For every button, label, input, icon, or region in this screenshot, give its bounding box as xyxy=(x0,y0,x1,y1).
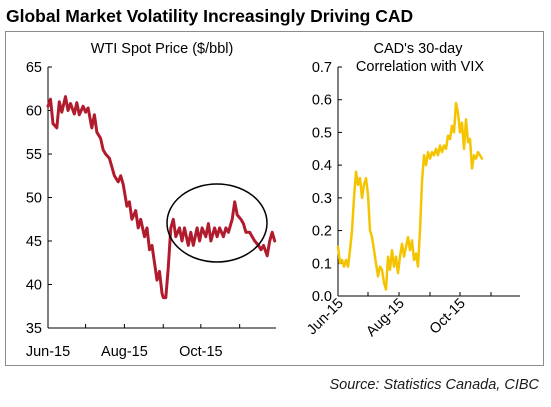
vix-x-tick-label: Oct-15 xyxy=(427,296,469,338)
wti-y-tick-label: 50 xyxy=(26,191,42,207)
vix-x-tick-label: Aug-15 xyxy=(363,296,407,340)
wti-y-tick-label: 40 xyxy=(26,278,42,294)
wti-y-tick-label: 65 xyxy=(26,60,42,76)
vix-y-tick-label: 0.6 xyxy=(312,93,332,109)
wti-y-tick-label: 55 xyxy=(26,147,42,163)
wti-x-tick-label: Aug-15 xyxy=(101,344,148,360)
vix-y-tick-label: 0.1 xyxy=(312,256,332,272)
wti-chart: WTI Spot Price ($/bbl) 35 40 45 50 55 60 65 Jun… xyxy=(26,41,277,360)
chart-frame xyxy=(5,31,544,366)
wti-y-tick-label: 60 xyxy=(26,104,42,120)
vix-chart-title-line-1: CAD's 30-day xyxy=(373,41,463,57)
annotation-circle xyxy=(166,183,268,263)
vix-y-tick-label: 0.2 xyxy=(312,224,332,240)
vix-y-tick-label: 0.5 xyxy=(312,125,332,141)
vix-chart-title: CAD's 30-day Correlation with VIX xyxy=(356,41,484,75)
wti-x-tick-label: Oct-15 xyxy=(179,344,223,360)
vix-y-tick-label: 0.4 xyxy=(312,158,332,174)
wti-y-tick-label: 45 xyxy=(26,234,42,250)
wti-chart-title: WTI Spot Price ($/bbl) xyxy=(91,41,234,57)
vix-y-tick-label: 0.7 xyxy=(312,60,332,76)
wti-y-tick-label: 35 xyxy=(26,321,42,337)
page-title: Global Market Volatility Increasingly Dr… xyxy=(6,6,414,26)
vix-chart-title-line-2: Correlation with VIX xyxy=(356,59,484,75)
wti-series-line xyxy=(46,95,277,300)
vix-y-tick-label: 0.3 xyxy=(312,191,332,207)
vix-series-line xyxy=(336,101,484,291)
source-note: Source: Statistics Canada, CIBC xyxy=(329,377,539,393)
vix-correlation-chart: CAD's 30-day Correlation with VIX 0.0 0.1… xyxy=(304,41,520,340)
vix-y-tick-label: 0.0 xyxy=(312,289,332,305)
wti-x-tick-label: Jun-15 xyxy=(26,344,70,360)
